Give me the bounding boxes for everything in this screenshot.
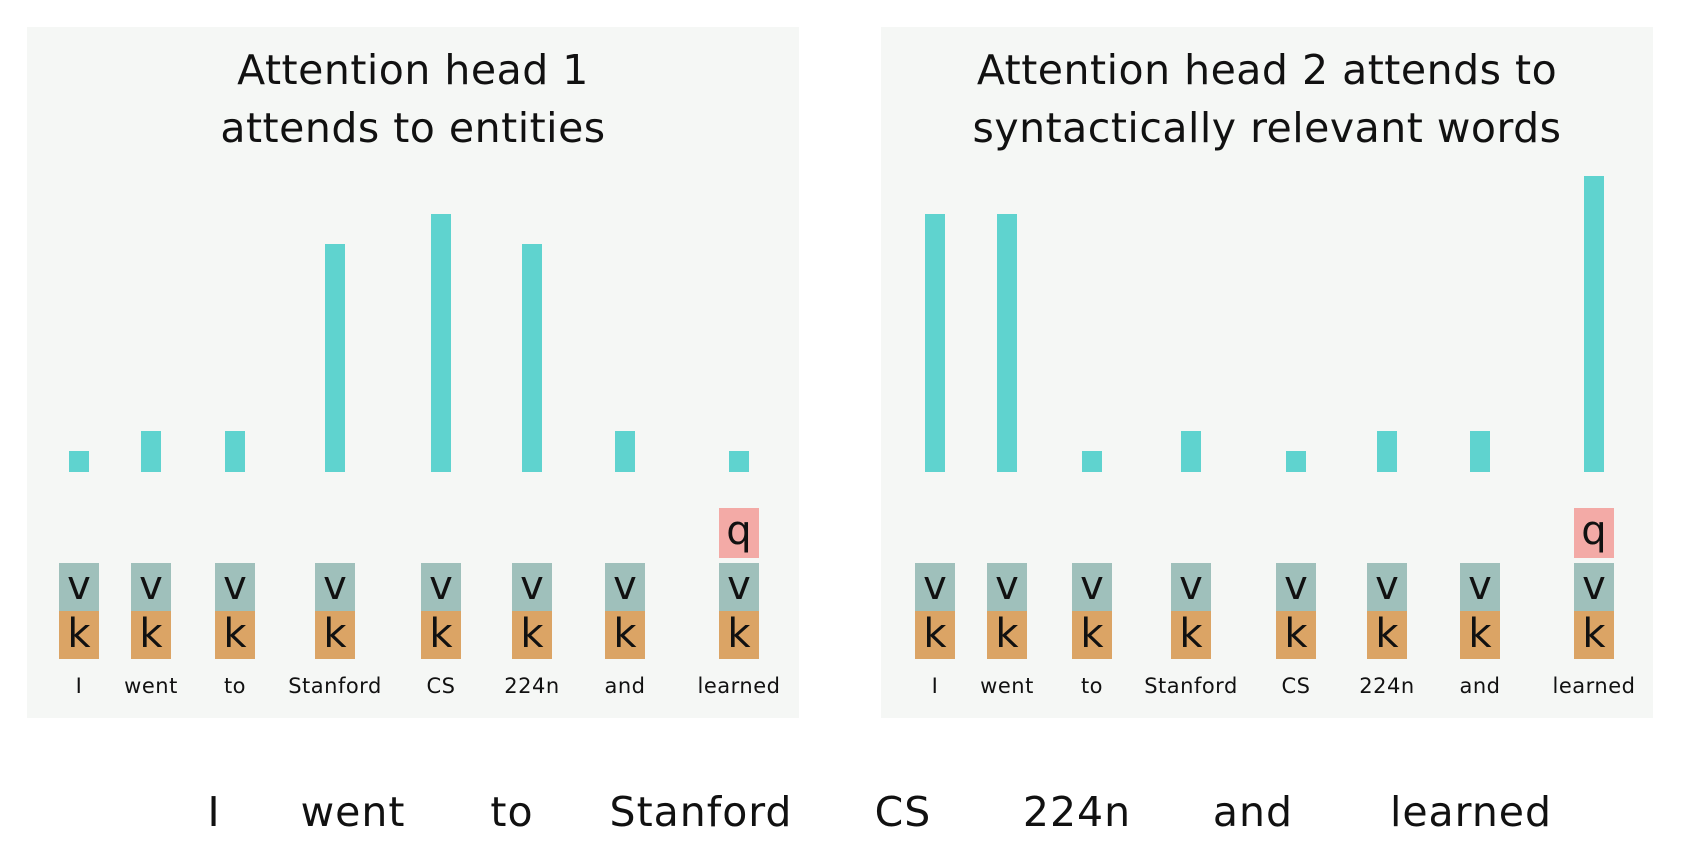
token-label: went: [124, 674, 178, 698]
sentence-word: 224n: [1022, 788, 1132, 836]
key-cell: k: [59, 611, 99, 659]
key-cell: k: [719, 611, 759, 659]
token-label: CS: [426, 674, 456, 698]
value-cell: v: [1574, 563, 1614, 611]
token-label: Stanford: [288, 674, 382, 698]
sentence-word: CS: [874, 788, 932, 836]
attention-bar-stanford: [1181, 431, 1201, 472]
key-cell: k: [1574, 611, 1614, 659]
token-label: I: [75, 674, 83, 698]
attention-bar-learned: [729, 451, 749, 472]
attention-bar-went: [141, 431, 161, 472]
key-cell: k: [1072, 611, 1112, 659]
attention-bar-and: [615, 431, 635, 472]
attention-bar-i: [69, 451, 89, 472]
token-label: went: [980, 674, 1034, 698]
key-cell: k: [1276, 611, 1316, 659]
value-cell: v: [719, 563, 759, 611]
token-label: learned: [1552, 674, 1636, 698]
value-cell: v: [1072, 563, 1112, 611]
key-cell: k: [421, 611, 461, 659]
attention-bar-cs: [1286, 451, 1306, 472]
sentence-word: to: [490, 788, 534, 836]
sentence-word: Stanford: [609, 788, 793, 836]
sentence-word: went: [300, 788, 406, 836]
value-cell: v: [512, 563, 552, 611]
value-cell: v: [421, 563, 461, 611]
attention-bar-went: [997, 214, 1017, 472]
token-label: to: [1080, 674, 1104, 698]
attention-head-2-panel: Attention head 2 attends to syntacticall…: [881, 27, 1653, 718]
token-label: learned: [697, 674, 781, 698]
attention-bar-to: [1082, 451, 1102, 472]
panel-title: Attention head 2 attends to syntacticall…: [972, 46, 1562, 152]
attention-bar-learned: [1584, 176, 1604, 472]
value-cell: v: [315, 563, 355, 611]
key-cell: k: [1171, 611, 1211, 659]
panel-title: Attention head 1 attends to entities: [220, 46, 606, 152]
sentence-word: learned: [1389, 788, 1553, 836]
token-label: 224n: [1359, 674, 1415, 698]
attention-bar-i: [925, 214, 945, 472]
token-label: to: [223, 674, 247, 698]
key-cell: k: [131, 611, 171, 659]
value-cell: v: [215, 563, 255, 611]
value-cell: v: [1171, 563, 1211, 611]
key-cell: k: [987, 611, 1027, 659]
value-cell: v: [605, 563, 645, 611]
sentence-word: I: [207, 788, 221, 836]
sentence-word: and: [1212, 788, 1294, 836]
attention-bar-and: [1470, 431, 1490, 472]
token-label: Stanford: [1144, 674, 1238, 698]
attention-bar-to: [225, 431, 245, 472]
value-cell: v: [1367, 563, 1407, 611]
attention-bar-224n: [522, 244, 542, 472]
token-label: CS: [1281, 674, 1311, 698]
key-cell: k: [1367, 611, 1407, 659]
token-label: and: [1459, 674, 1501, 698]
value-cell: v: [1276, 563, 1316, 611]
value-cell: v: [59, 563, 99, 611]
key-cell: k: [315, 611, 355, 659]
value-cell: v: [1460, 563, 1500, 611]
key-cell: k: [1460, 611, 1500, 659]
token-label: I: [931, 674, 939, 698]
query-cell: q: [719, 508, 759, 558]
token-label: 224n: [504, 674, 560, 698]
key-cell: k: [512, 611, 552, 659]
key-cell: k: [215, 611, 255, 659]
token-label: and: [604, 674, 646, 698]
key-cell: k: [915, 611, 955, 659]
attention-bar-cs: [431, 214, 451, 472]
attention-bar-stanford: [325, 244, 345, 472]
attention-bar-224n: [1377, 431, 1397, 472]
value-cell: v: [131, 563, 171, 611]
key-cell: k: [605, 611, 645, 659]
value-cell: v: [915, 563, 955, 611]
value-cell: v: [987, 563, 1027, 611]
query-cell: q: [1574, 508, 1614, 558]
